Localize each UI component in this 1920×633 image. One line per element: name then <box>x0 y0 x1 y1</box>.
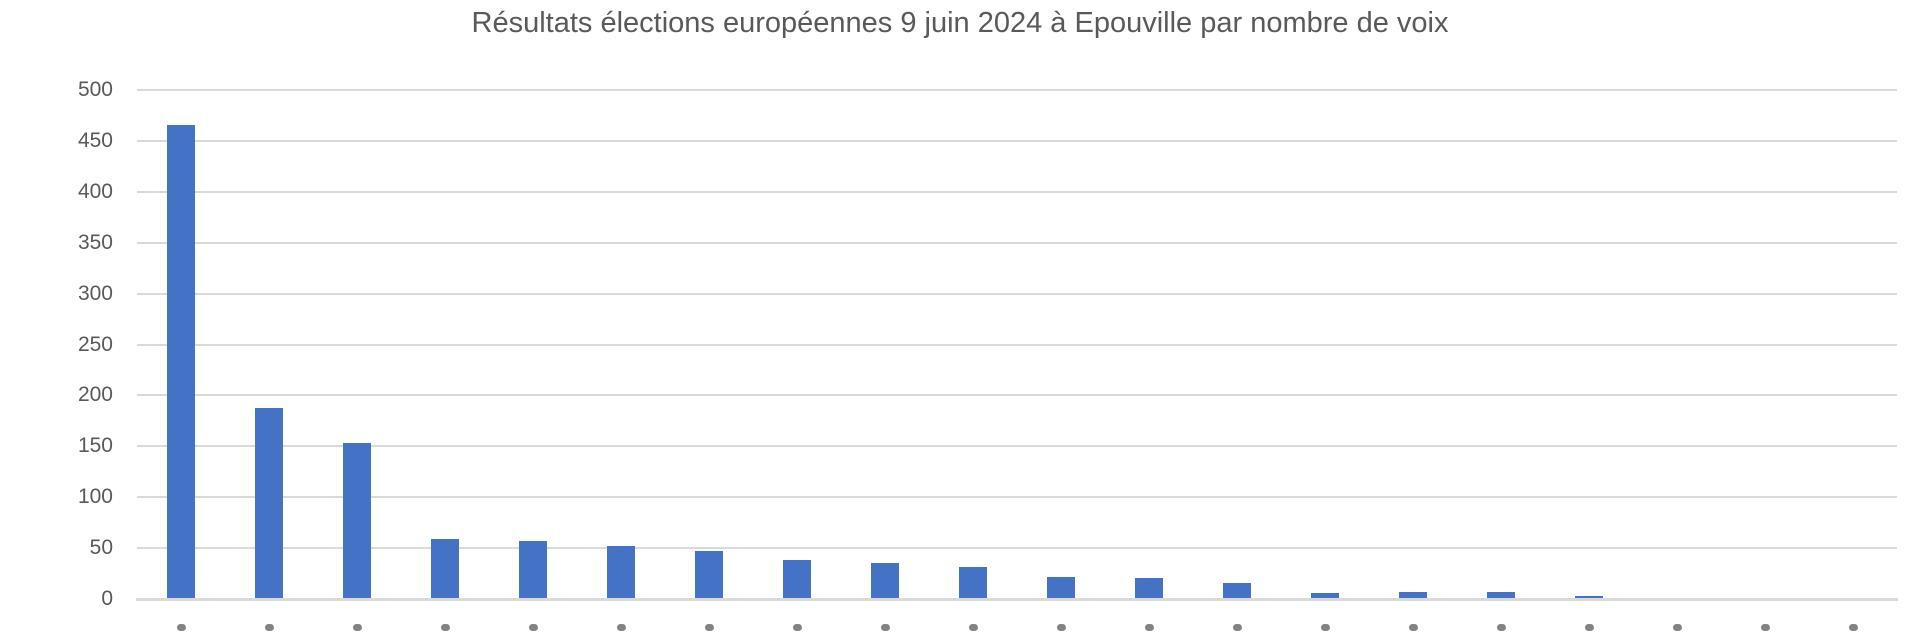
y-axis-tick-label: 50 <box>89 536 113 560</box>
y-axis-tick-label: 200 <box>77 383 113 407</box>
gridline <box>137 89 1897 91</box>
gridline <box>137 139 1897 142</box>
x-axis-label-fragment <box>1497 624 1506 631</box>
x-axis-label-fragment <box>529 624 538 631</box>
bar <box>1575 596 1603 598</box>
x-axis-label-fragment <box>441 624 450 631</box>
x-axis-label-fragment <box>705 624 714 631</box>
x-axis-label-fragment <box>793 624 802 631</box>
x-axis-label-fragment <box>265 624 274 631</box>
y-axis-tick-label: 0 <box>101 587 113 610</box>
bar <box>255 408 283 598</box>
gridline <box>137 547 1897 550</box>
y-axis-tick-label: 500 <box>77 78 113 101</box>
y-axis-tick-label: 400 <box>77 179 113 203</box>
gridline <box>137 190 1897 193</box>
bar <box>959 567 987 598</box>
bar <box>1487 592 1515 598</box>
x-axis-label-fragment <box>969 624 978 631</box>
x-axis-line <box>136 598 1898 601</box>
x-axis-label-fragment <box>1145 624 1154 631</box>
x-axis-label-fragment <box>1761 624 1770 631</box>
bar <box>1399 592 1427 598</box>
bar <box>783 560 811 598</box>
y-axis-tick-label: 450 <box>77 128 113 152</box>
bar <box>607 546 635 598</box>
bar <box>519 541 547 598</box>
x-axis-label-fragment <box>353 624 362 631</box>
x-axis-label-fragment <box>1849 624 1858 631</box>
gridline <box>137 394 1897 397</box>
y-axis-tick-label: 250 <box>77 332 113 356</box>
bar <box>431 539 459 598</box>
y-axis-tick-label: 300 <box>77 281 113 305</box>
x-axis-label-fragment <box>1321 624 1330 631</box>
x-axis-label-fragment <box>1673 624 1682 631</box>
y-axis-tick-label: 100 <box>77 485 113 509</box>
gridline <box>137 241 1897 244</box>
x-axis-label-fragment <box>617 624 626 631</box>
gridline <box>137 292 1897 295</box>
chart-title: Résultats élections européennes 9 juin 2… <box>471 7 1449 39</box>
bar <box>1223 583 1251 598</box>
gridline <box>137 496 1897 499</box>
y-axis-tick-label: 350 <box>77 230 113 254</box>
bar <box>343 443 371 598</box>
bar <box>695 551 723 598</box>
bar <box>167 125 195 598</box>
bar <box>1311 593 1339 598</box>
x-axis-label-fragment <box>1057 624 1066 631</box>
bar <box>871 563 899 598</box>
x-axis-label-fragment <box>177 624 186 631</box>
gridline <box>137 445 1897 448</box>
bar <box>1047 577 1075 598</box>
x-axis-label-fragment <box>1233 624 1242 631</box>
x-axis-label-fragment <box>1585 624 1594 631</box>
bar <box>1135 578 1163 598</box>
x-axis-label-fragment <box>1409 624 1418 631</box>
gridline <box>137 343 1897 346</box>
x-axis-label-fragment <box>881 624 890 631</box>
y-axis-tick-label: 150 <box>77 434 113 458</box>
